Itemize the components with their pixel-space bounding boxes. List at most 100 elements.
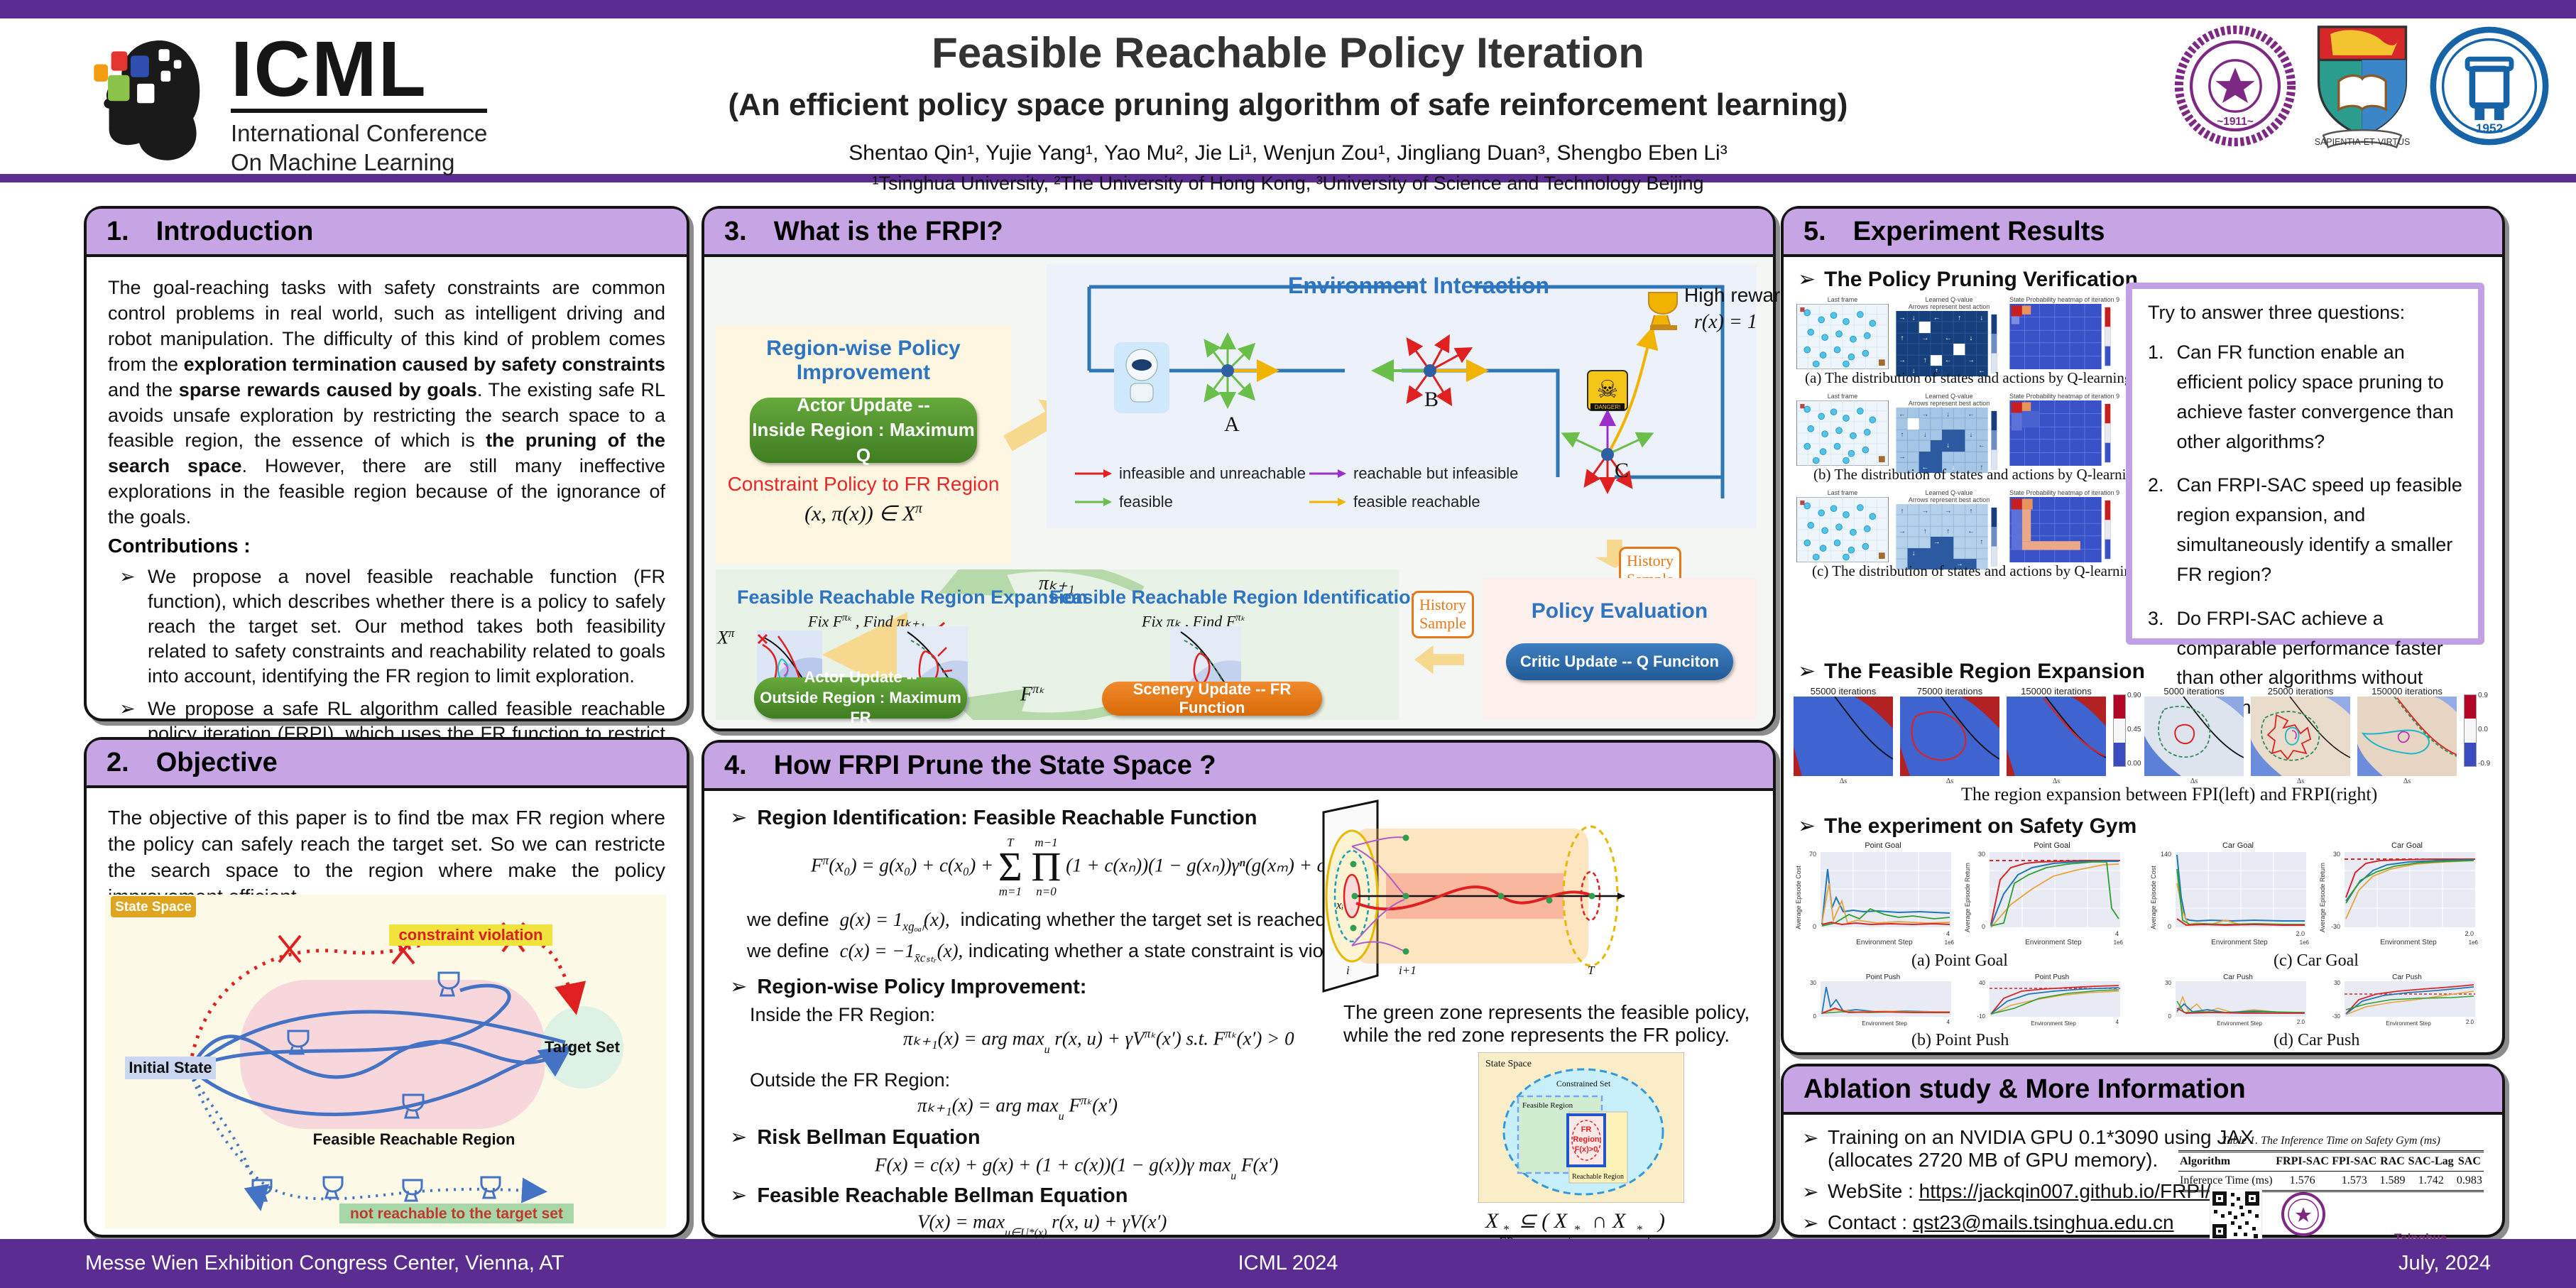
constraint-violation-label: constraint violation — [399, 926, 543, 944]
svg-text:↓: ↓ — [1912, 314, 1916, 322]
region-identification-heading: Region Identification: Feasible Reachabl… — [730, 805, 1257, 830]
region-expansion-heading: The Feasible Region Expansion — [1798, 659, 2145, 684]
section4-header: 4. How FRPI Prune the State Space ? — [704, 743, 1773, 791]
svg-text:←: ← — [1978, 442, 1985, 449]
svg-text:0: 0 — [1813, 923, 1816, 930]
expansion-subtitle: Fix Fπₖ , Find πₖ₊₁ — [808, 612, 925, 631]
define-c: we define c(x) = −1x̄cₛₜᵣ(x), indicating… — [747, 940, 1370, 965]
fpi-colorbar — [2113, 694, 2126, 767]
svg-text:↑: ↑ — [1923, 356, 1927, 364]
top-purple-bar — [0, 0, 2576, 18]
section2-number: 2. — [107, 747, 129, 777]
section-experiment-results: 5. Experiment Results The Policy Pruning… — [1781, 206, 2505, 1055]
svg-text:↓: ↓ — [1952, 464, 1955, 471]
svg-text:←: ← — [1968, 528, 1975, 535]
environment-interaction-area: A B — [1047, 264, 1791, 528]
svg-text:Environment Step: Environment Step — [1862, 1020, 1907, 1027]
node-b-label: B — [1424, 388, 1439, 411]
section5-header: 5. Experiment Results — [1784, 209, 2502, 257]
section-introduction: 1. Introduction The goal-reaching tasks … — [84, 206, 689, 851]
authors-line: Shentao Qin¹, Yujie Yang¹, Yao Mu², Jie … — [848, 141, 1728, 165]
node-a-label: A — [1224, 413, 1240, 436]
risk-bellman-heading: Risk Bellman Equation — [730, 1125, 980, 1150]
svg-text:↑: ↑ — [1923, 528, 1927, 535]
qr-code-icon — [2210, 1189, 2262, 1241]
svg-text:↑: ↑ — [1901, 334, 1904, 342]
tsinghua-year: ~1911~ — [2217, 116, 2254, 128]
question-3: 3. Do FRPI-SAC achieve a comparable perfo… — [2148, 607, 2443, 719]
svg-text:Car Push: Car Push — [2223, 973, 2253, 981]
actor-outside-line2: Outside Region : Maximum FR — [760, 688, 961, 727]
svg-text:-10: -10 — [1977, 1013, 1985, 1020]
intro-bold2: sparse rewards caused by goals — [178, 378, 477, 400]
expansion-caption: The region expansion between FPI(left) a… — [1961, 784, 2378, 804]
svg-text:Car Goal: Car Goal — [2222, 841, 2254, 850]
contributions-label: Contributions : — [108, 535, 251, 557]
svg-text:↓: ↓ — [1946, 442, 1950, 449]
svg-text:→: → — [1956, 560, 1963, 568]
svg-text:←: ← — [1968, 410, 1975, 418]
x-pi-label: Xπ — [717, 626, 735, 648]
constraint-policy-label: Constraint Policy to FR Region — [727, 473, 1000, 495]
svg-text:Average Episode Cost: Average Episode Cost — [2150, 866, 2157, 929]
intro-seg3: . The existing safe RL avoids unsafe exp… — [108, 378, 665, 452]
ablation-title: Ablation study & More Information — [1803, 1074, 2246, 1104]
svg-text:0: 0 — [1813, 1013, 1817, 1020]
fr-bellman-heading: Feasible Reachable Bellman Equation — [730, 1183, 1128, 1208]
fr-region-label: Feasible Reachable Region — [313, 1130, 515, 1148]
footer-conference: ICML 2024 — [1238, 1252, 1338, 1275]
f-pi-label: Fπₖ — [1020, 682, 1044, 706]
svg-text:Environment Step: Environment Step — [2380, 939, 2437, 946]
svg-text:↓: ↓ — [1912, 367, 1916, 375]
svg-text:1e6: 1e6 — [2469, 939, 2479, 946]
tube-T-label: T — [1588, 964, 1595, 977]
footer-date: July, 2024 — [2398, 1252, 2491, 1275]
svg-text:0: 0 — [2168, 1013, 2172, 1020]
car-goal-cost-plot: Car Goal 140 0 2.0 Average Episode Cost … — [2150, 841, 2310, 946]
region-wise-heading: Region-wise Policy Improvement: — [730, 974, 1086, 999]
gym-caption-c: (c) Car Goal — [2274, 951, 2359, 970]
tsinghua-logo-small-icon — [2281, 1192, 2325, 1236]
purple-arrow-icon — [1309, 469, 1346, 478]
footer-bar: Messe Wien Exhibition Congress Center, V… — [0, 1239, 2576, 1288]
figure-c-caption: (c) The distribution of states and actio… — [1812, 562, 2181, 579]
svg-text:→: → — [1945, 507, 1952, 515]
intro-bold1: exploration termination caused by safety… — [183, 353, 665, 375]
legend-feasible-reachable: feasible reachable — [1309, 493, 1544, 511]
target-set-label: Target Set — [545, 1038, 621, 1056]
identification-title: Feasible Reachable Region Identification — [1049, 586, 1423, 608]
svg-text:→: → — [1933, 538, 1941, 546]
svg-text:30: 30 — [2333, 851, 2340, 858]
policy-evaluation-title: Policy Evaluation — [1531, 599, 1708, 623]
section5-number: 5. — [1803, 216, 1826, 246]
ss-title: State Space — [1485, 1059, 1532, 1069]
section1-title: Introduction — [155, 216, 314, 246]
svg-text:1e6: 1e6 — [2114, 939, 2124, 946]
svg-text:4: 4 — [2115, 930, 2119, 937]
website-link[interactable]: https://jackqin007.github.io/FRPI/ — [1919, 1180, 2211, 1202]
svg-text:↑: ↑ — [1980, 538, 1984, 546]
qlearning-penalty-figure: Last frame Learned Q-value Arrows represe… — [1796, 296, 2119, 380]
svg-text:Point Push: Point Push — [2035, 973, 2069, 981]
section-how-frpi-prune: 4. How FRPI Prune the State Space ? Regi… — [702, 740, 1776, 1248]
svg-text:↓: ↓ — [1970, 334, 1973, 342]
svg-text:←: ← — [1933, 314, 1941, 322]
contact-link[interactable]: qst23@mails.tsinghua.edu.cn — [1912, 1211, 2174, 1233]
section1-header: 1. Introduction — [87, 209, 687, 257]
svg-text:140: 140 — [2161, 851, 2171, 858]
affiliations-line: ¹Tsinghua University, ²The University of… — [872, 173, 1704, 194]
svg-text:Environment Step: Environment Step — [1856, 939, 1913, 946]
zone-note: The green zone represents the feasible p… — [1343, 1001, 1750, 1046]
figure-a-caption: (a) The distribution of states and actio… — [1805, 369, 2187, 386]
svg-text:Δs: Δs — [2403, 777, 2411, 785]
svg-text:☠: ☠ — [1597, 376, 1618, 403]
svg-text:Δs: Δs — [2190, 777, 2198, 785]
intro-paragraph: The goal-reaching tasks with safety cons… — [87, 257, 687, 530]
high-reward-formula: r(x) = 1 — [1694, 311, 1757, 333]
hku-crest-icon: SAPIENTIA·ET·VIRTUS — [2315, 26, 2410, 149]
high-reward-label: High reward — [1684, 284, 1791, 306]
car-push-cost-plot: Car Push 30 0 2.0 Environment Step — [2165, 973, 2306, 1027]
svg-text:Environment Step: Environment Step — [2031, 1020, 2076, 1027]
actor-inside-line2: Inside Region : Maximum Q — [752, 419, 975, 466]
